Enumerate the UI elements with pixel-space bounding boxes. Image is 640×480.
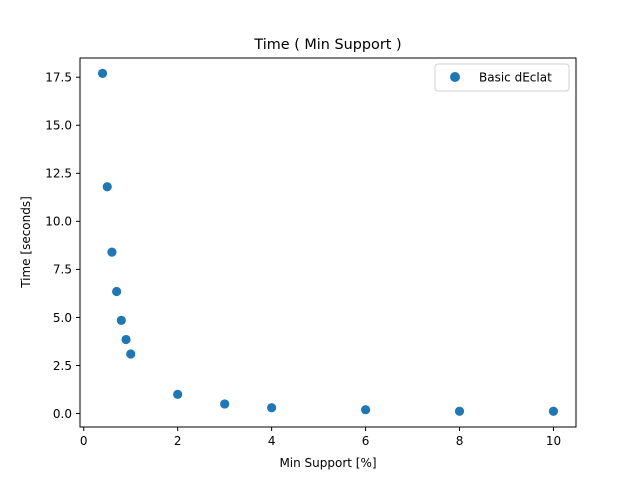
y-axis-label: Time [seconds] [19,196,33,289]
data-point [121,334,131,345]
y-tick-label: 10.0 [45,215,72,229]
x-tick-label: 8 [456,434,464,448]
axes: 0 2 4 6 8 10 0.0 2.5 5.0 7.5 10.0 12.5 15.0 17.5 [45,57,577,448]
y-tick-label: 5.0 [53,311,72,325]
data-point [97,68,108,78]
legend-marker [450,72,460,82]
y-tick-label: 12.5 [45,167,72,181]
x-tick-label: 0 [80,434,88,448]
y-tick-label: 0.0 [53,407,72,421]
legend: Basic dEclat [434,63,570,92]
data-point [107,247,117,257]
data-point [454,406,465,416]
plot-area [97,68,559,416]
data-point [112,286,122,297]
x-axis-label: Min Support [%] [279,456,376,470]
y-tick-label: 17.5 [45,71,72,85]
legend-frame [434,63,570,92]
data-point [267,403,277,413]
data-point [102,182,112,192]
y-tick-label: 15.0 [45,119,72,133]
y-tick-label: 2.5 [53,359,72,373]
legend-label: Basic dEclat [479,71,552,85]
data-point [116,315,126,325]
data-point [548,406,559,416]
data-point [220,399,230,409]
x-tick-label: 4 [268,434,276,448]
x-tick-label: 2 [174,434,182,448]
data-point [360,405,371,415]
x-tick-label: 10 [546,434,561,448]
chart-title: Time ( Min Support ) [253,37,401,53]
y-tick-label: 7.5 [53,263,72,277]
axes-frame [79,57,577,428]
x-tick-label: 6 [362,434,370,448]
data-point [173,389,183,399]
data-point [126,349,136,359]
